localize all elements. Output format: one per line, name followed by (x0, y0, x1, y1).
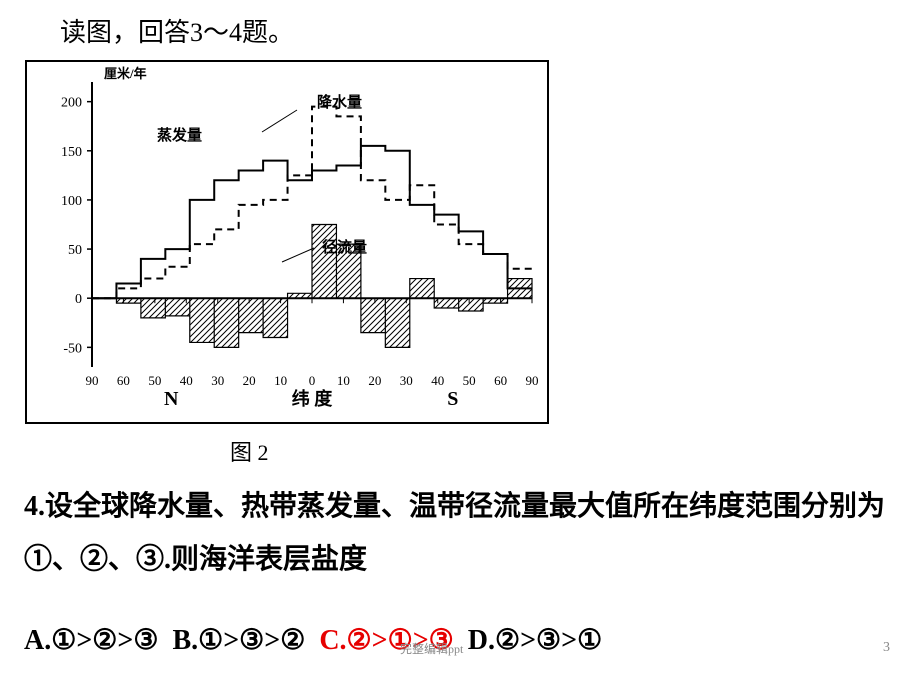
svg-text:50: 50 (148, 373, 161, 388)
svg-text:10: 10 (337, 373, 350, 388)
svg-text:厘米/年: 厘米/年 (104, 66, 147, 81)
svg-text:-50: -50 (63, 341, 82, 356)
svg-text:N: N (164, 388, 179, 410)
svg-text:100: 100 (61, 194, 82, 209)
chart-svg: -50050100150200厘米/年906050403020100102030… (27, 62, 547, 422)
svg-text:60: 60 (494, 373, 507, 388)
svg-text:纬 度: 纬 度 (292, 388, 333, 409)
svg-text:30: 30 (400, 373, 413, 388)
svg-text:10: 10 (274, 373, 287, 388)
svg-text:60: 60 (117, 373, 130, 388)
svg-text:40: 40 (180, 373, 193, 388)
svg-text:50: 50 (463, 373, 476, 388)
svg-text:200: 200 (61, 96, 82, 111)
option-a: A.①>②>③ (24, 623, 158, 657)
chart-figure: -50050100150200厘米/年906050403020100102030… (25, 60, 549, 424)
footer-text: 完整编辑ppt (400, 640, 463, 657)
figure-caption: 图 2 (230, 435, 269, 467)
option-d: D.②>③>① (468, 623, 602, 657)
page-number: 3 (883, 640, 890, 656)
question-text: 4.设全球降水量、热带蒸发量、温带径流量最大值所在纬度范围分别为①、②、③.则海… (24, 480, 896, 586)
svg-text:50: 50 (68, 243, 82, 258)
svg-text:20: 20 (368, 373, 381, 388)
svg-text:40: 40 (431, 373, 444, 388)
svg-text:0: 0 (75, 292, 82, 307)
svg-text:0: 0 (309, 373, 316, 388)
svg-text:90: 90 (526, 373, 539, 388)
svg-text:150: 150 (61, 145, 82, 160)
option-b: B.①>③>② (172, 623, 305, 657)
svg-text:径流量: 径流量 (322, 238, 367, 256)
svg-text:20: 20 (243, 373, 256, 388)
svg-text:90: 90 (86, 373, 99, 388)
svg-text:30: 30 (211, 373, 224, 388)
svg-text:S: S (447, 388, 458, 410)
svg-text:降水量: 降水量 (317, 93, 362, 111)
answer-options: A.①>②>③ B.①>③>② C.②>①>③ D.②>③>① (24, 623, 602, 657)
instruction-text: 读图，回答3～4题。 (60, 12, 294, 49)
svg-text:蒸发量: 蒸发量 (157, 126, 202, 144)
